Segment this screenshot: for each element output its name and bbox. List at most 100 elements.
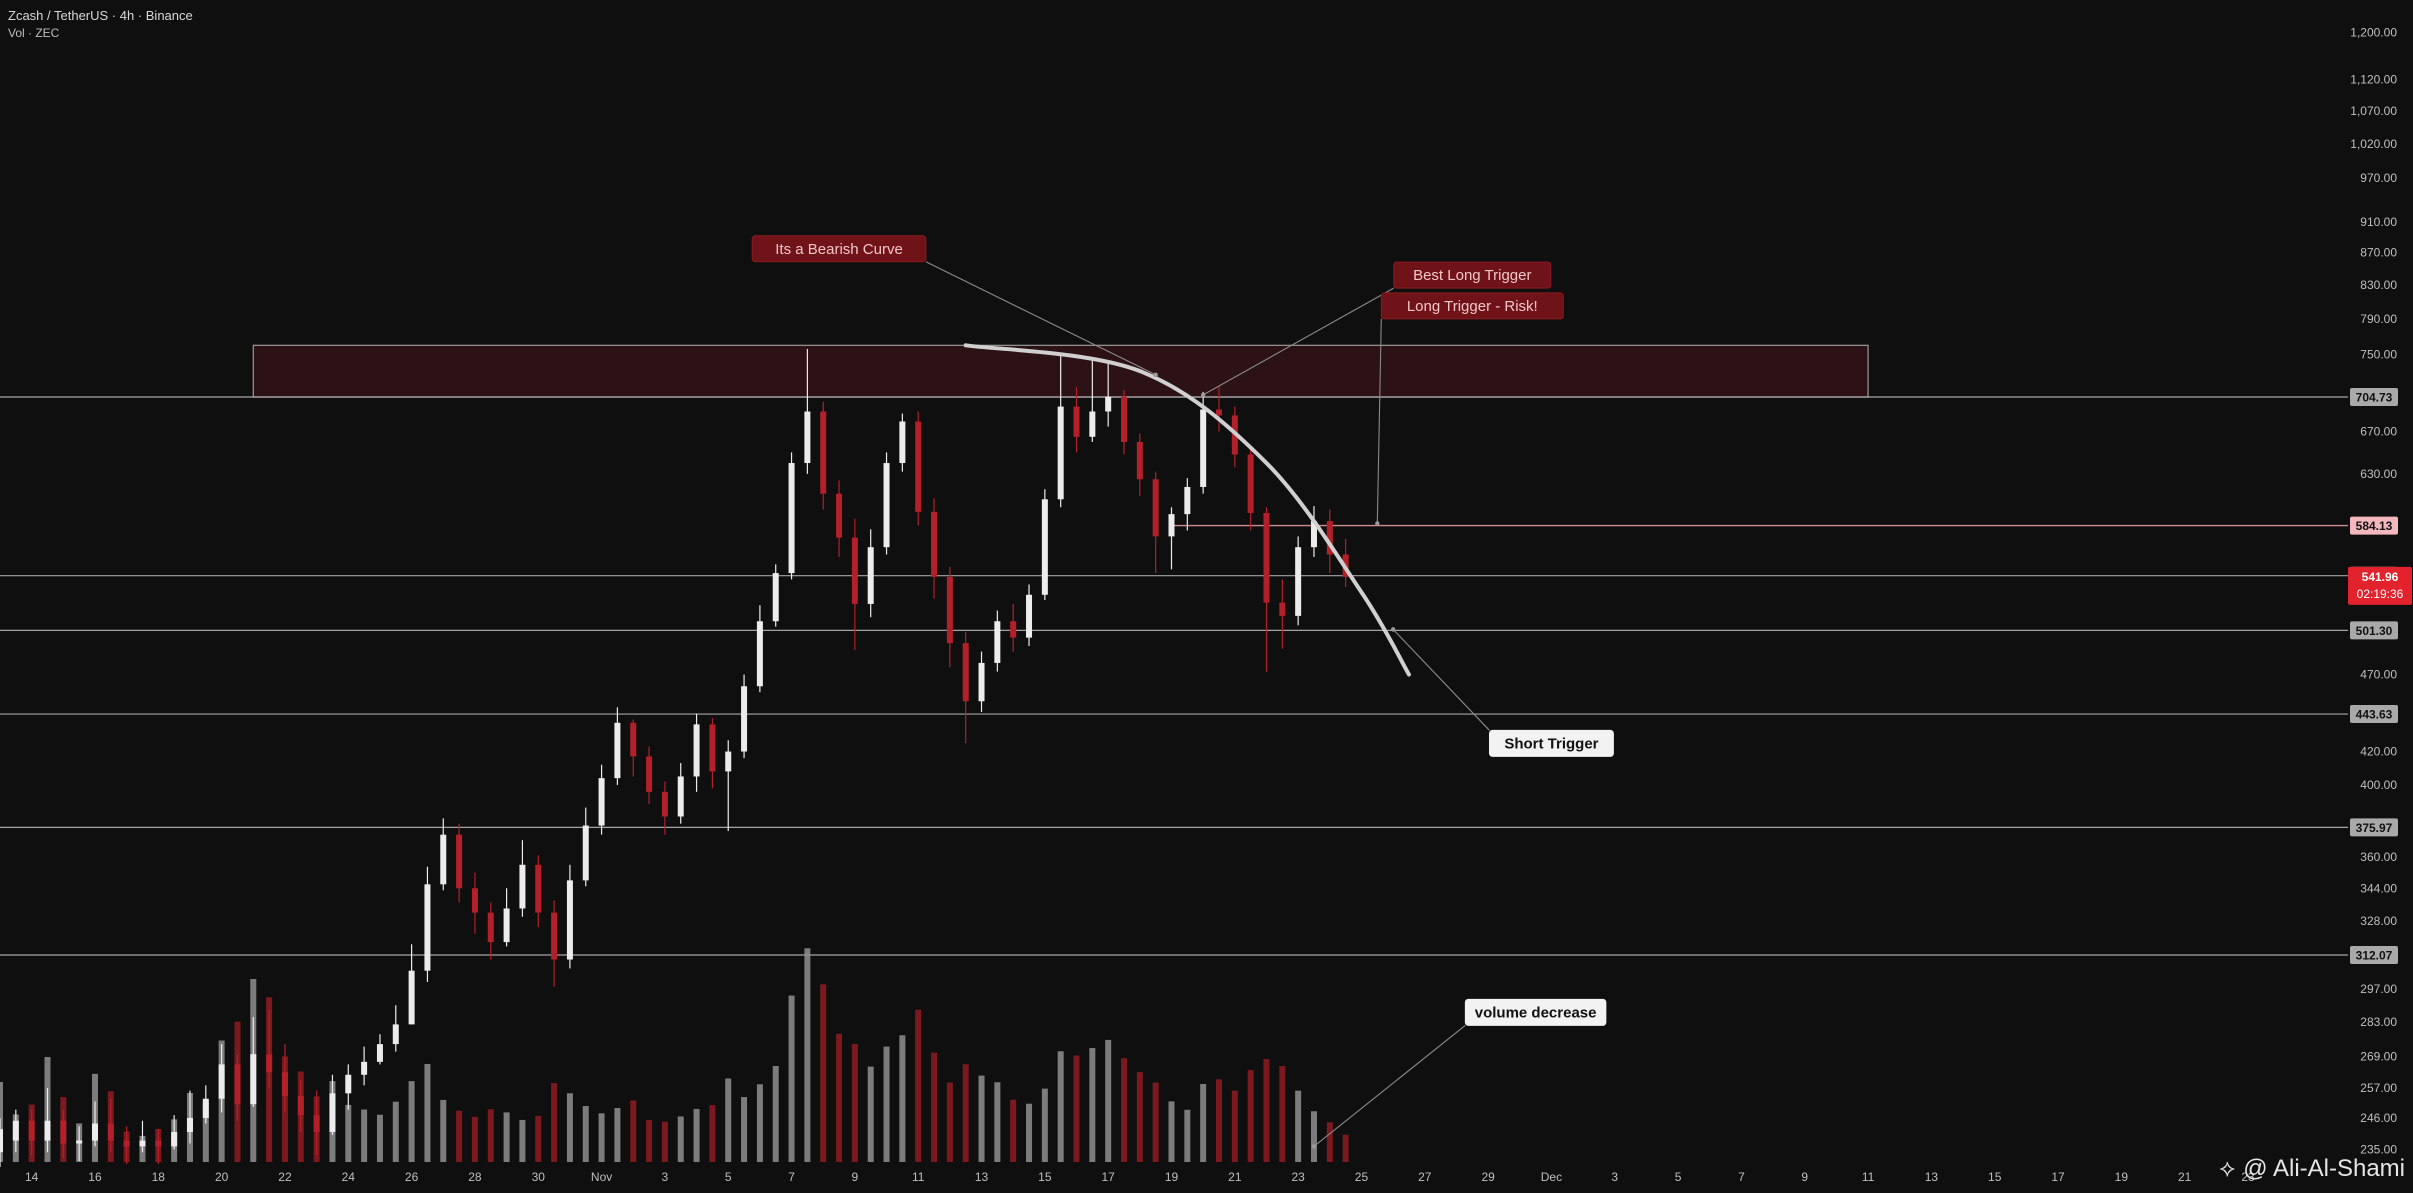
y-tick-label-19: 283.00 (2360, 1015, 2397, 1029)
x-tick-label-33: 19 (2115, 1170, 2129, 1184)
x-tick-label-13: 9 (852, 1170, 859, 1184)
candle-body (899, 421, 906, 464)
candle-body (503, 908, 510, 943)
annotation-text-2: Long Trigger - Risk! (1407, 298, 1538, 315)
candle-body (962, 643, 969, 702)
annotation-connector-2 (1376, 318, 1382, 524)
volume-bar (1263, 1059, 1270, 1162)
candle-body (1247, 454, 1254, 513)
annotation-anchor-0 (1153, 372, 1158, 377)
y-tick-label-13: 420.00 (2360, 745, 2397, 759)
candle-body (994, 621, 1001, 663)
y-tick-label-2: 1,070.00 (2350, 104, 2397, 118)
volume-bar (899, 1035, 906, 1162)
candle-body (329, 1093, 336, 1133)
candle-body (1073, 406, 1080, 437)
candle-body (171, 1132, 178, 1147)
candle-body (107, 1123, 114, 1141)
candle-body (250, 1054, 257, 1105)
volume-bar (487, 1109, 494, 1162)
volume-bar (1279, 1066, 1286, 1162)
candlesticks[interactable] (0, 348, 1349, 1167)
y-tick-label-7: 830.00 (2360, 278, 2397, 292)
bearish-curve-layer[interactable] (963, 343, 1411, 677)
time-axis[interactable]: 14 16 18 20 22 24 26 28 30 Nov 3 5 7 9 11 13 15 17 19 21 23 2… (25, 1170, 2255, 1184)
annotation-anchor-1 (1200, 392, 1206, 398)
annotation-connector-0 (925, 261, 1156, 376)
volume-bar (630, 1100, 637, 1162)
y-tick-label-0: 1,200.00 (2350, 25, 2397, 39)
x-tick-label-23: 29 (1481, 1170, 1495, 1184)
candle-body (630, 722, 637, 757)
candle-body (535, 864, 542, 913)
candle-body (883, 463, 890, 548)
annotation-box-2 (1380, 292, 1564, 320)
annotation-connector-3 (1392, 629, 1490, 731)
volume-bar (1121, 1058, 1128, 1162)
x-tick-label-19: 21 (1228, 1170, 1242, 1184)
volume-bar (709, 1105, 716, 1162)
volume-bar (503, 1112, 510, 1162)
y-tick-label-3: 1,020.00 (2350, 137, 2397, 151)
candle-body (566, 880, 573, 960)
y-tick-label-15: 360.00 (2360, 850, 2397, 864)
x-tick-label-21: 25 (1355, 1170, 1369, 1184)
price-level-lines (0, 396, 2348, 956)
x-tick-label-29: 11 (1862, 1170, 1875, 1184)
annotations[interactable]: Its a Bearish Curve Best Long Trigger Long… (751, 235, 1614, 1149)
volume-bar (424, 1063, 431, 1162)
volume-bar (994, 1082, 1001, 1162)
candle-body (218, 1064, 225, 1099)
candle-body (978, 662, 985, 702)
annotation-text-4: volume decrease (1475, 1004, 1597, 1021)
annotation-box-1 (1393, 261, 1552, 289)
volume-bar (788, 995, 795, 1162)
x-tick-label-26: 5 (1675, 1170, 1682, 1184)
volume-bar (756, 1084, 763, 1162)
candle-body (0, 1129, 3, 1153)
volume-bar (725, 1078, 732, 1162)
level-tag-text-6: 312.07 (2356, 948, 2393, 962)
author-watermark: ⟡ @ Ali-Al-Shami (2219, 1155, 2405, 1183)
candle-body (1200, 409, 1207, 487)
candle-body (28, 1120, 35, 1141)
candle-body (440, 834, 447, 885)
price-axis[interactable]: 1,200.00 1,120.00 1,070.00 1,020.00 970.00 91… (2348, 25, 2412, 1156)
candle-body (1041, 499, 1048, 595)
level-tag-bg-5 (2350, 818, 2398, 837)
x-tick-label-8: 30 (532, 1170, 546, 1184)
candle-body (1026, 594, 1033, 638)
current-price-countdown: 02:19:36 (2357, 587, 2404, 601)
candle-body (313, 1115, 320, 1133)
volume-bar (566, 1093, 573, 1162)
candle-body (788, 463, 795, 574)
level-tag-text-4: 443.63 (2356, 708, 2393, 722)
candle-body (297, 1096, 304, 1116)
y-tick-label-17: 328.00 (2360, 914, 2397, 928)
candle-body (266, 1054, 273, 1073)
candle-body (646, 756, 653, 792)
volume-bar (693, 1108, 700, 1162)
volume-bar (1136, 1072, 1143, 1162)
y-tick-label-11: 630.00 (2360, 467, 2397, 481)
annotation-text-3: Short Trigger (1504, 735, 1598, 752)
x-tick-label-24: Dec (1541, 1170, 1562, 1184)
candle-body (836, 493, 843, 538)
candle-body (392, 1024, 399, 1045)
volume-bar (1168, 1101, 1175, 1162)
candle-body (1263, 512, 1270, 603)
x-tick-label-20: 23 (1291, 1170, 1305, 1184)
x-tick-label-6: 26 (405, 1170, 419, 1184)
volume-bar (535, 1115, 542, 1162)
volume-bar (582, 1106, 589, 1162)
x-tick-label-17: 17 (1101, 1170, 1115, 1184)
candle-body (1152, 479, 1159, 537)
volume-bar (804, 948, 811, 1162)
candle-body (376, 1044, 383, 1062)
candle-body (1089, 411, 1096, 437)
candle-body (1279, 602, 1286, 616)
candle-body (1215, 409, 1222, 416)
volume-bar (345, 1104, 352, 1162)
